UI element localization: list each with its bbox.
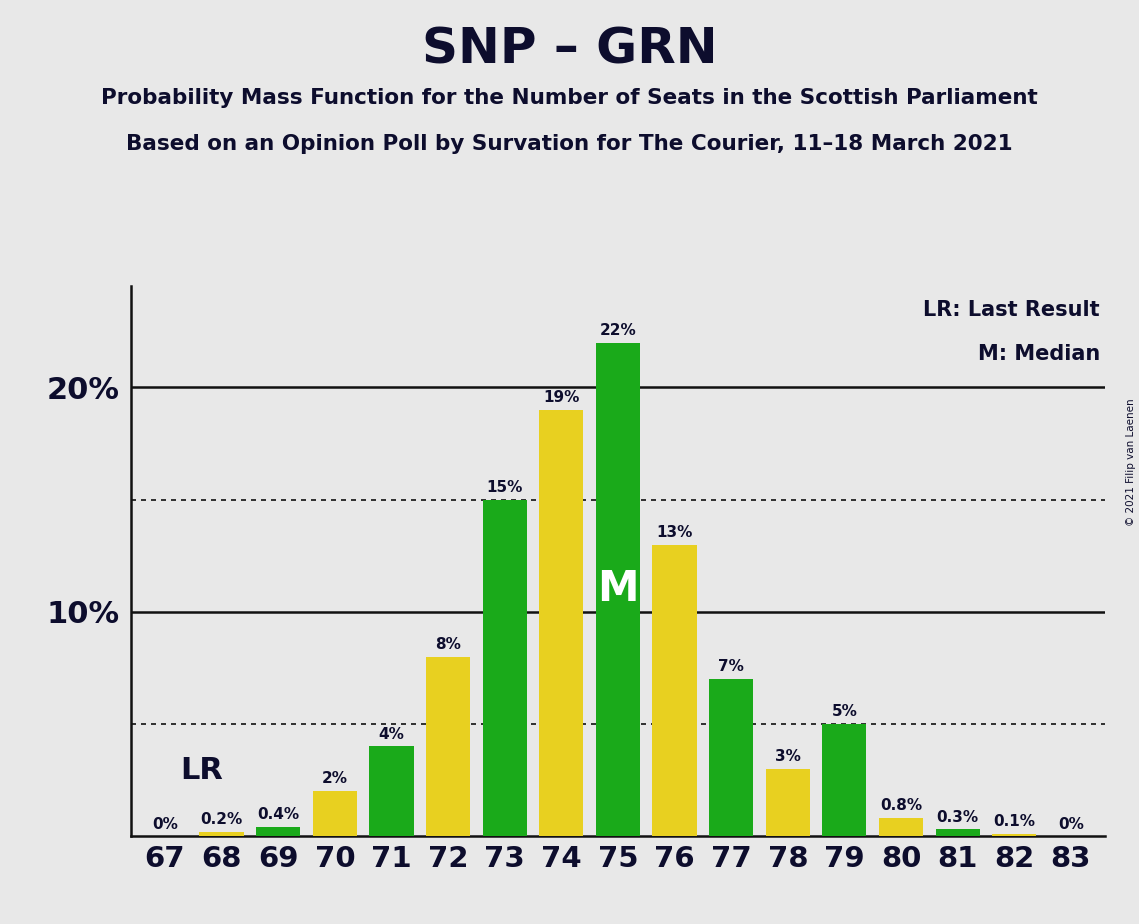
Text: Probability Mass Function for the Number of Seats in the Scottish Parliament: Probability Mass Function for the Number… (101, 88, 1038, 108)
Text: 15%: 15% (486, 480, 523, 494)
Text: 3%: 3% (775, 749, 801, 764)
Text: 5%: 5% (831, 704, 858, 719)
Bar (426, 657, 470, 836)
Text: 0.2%: 0.2% (200, 812, 243, 827)
Text: M: M (597, 568, 639, 611)
Text: 8%: 8% (435, 637, 461, 651)
Bar (765, 769, 810, 836)
Text: 4%: 4% (378, 726, 404, 742)
Text: © 2021 Filip van Laenen: © 2021 Filip van Laenen (1125, 398, 1136, 526)
Text: 2%: 2% (322, 772, 347, 786)
Text: M: Median: M: Median (977, 344, 1100, 364)
Text: 22%: 22% (599, 322, 637, 337)
Text: 19%: 19% (543, 390, 580, 405)
Text: LR: LR (180, 756, 223, 784)
Bar (710, 679, 753, 836)
Bar (483, 500, 526, 836)
Text: 0.1%: 0.1% (993, 814, 1035, 829)
Bar (992, 834, 1036, 836)
Text: 0.8%: 0.8% (880, 798, 923, 813)
Bar (369, 747, 413, 836)
Bar (199, 832, 244, 836)
Bar (653, 544, 697, 836)
Text: 0.4%: 0.4% (257, 808, 300, 822)
Bar (256, 827, 301, 836)
Bar (596, 343, 640, 836)
Text: 7%: 7% (719, 659, 744, 675)
Bar (822, 724, 867, 836)
Bar (935, 830, 980, 836)
Text: 13%: 13% (656, 525, 693, 540)
Bar (313, 791, 357, 836)
Text: LR: Last Result: LR: Last Result (924, 300, 1100, 321)
Text: 0%: 0% (1058, 817, 1084, 833)
Text: 0%: 0% (151, 817, 178, 833)
Text: SNP – GRN: SNP – GRN (421, 26, 718, 74)
Bar (539, 410, 583, 836)
Text: Based on an Opinion Poll by Survation for The Courier, 11–18 March 2021: Based on an Opinion Poll by Survation fo… (126, 134, 1013, 154)
Bar (879, 819, 923, 836)
Text: 0.3%: 0.3% (936, 809, 978, 824)
